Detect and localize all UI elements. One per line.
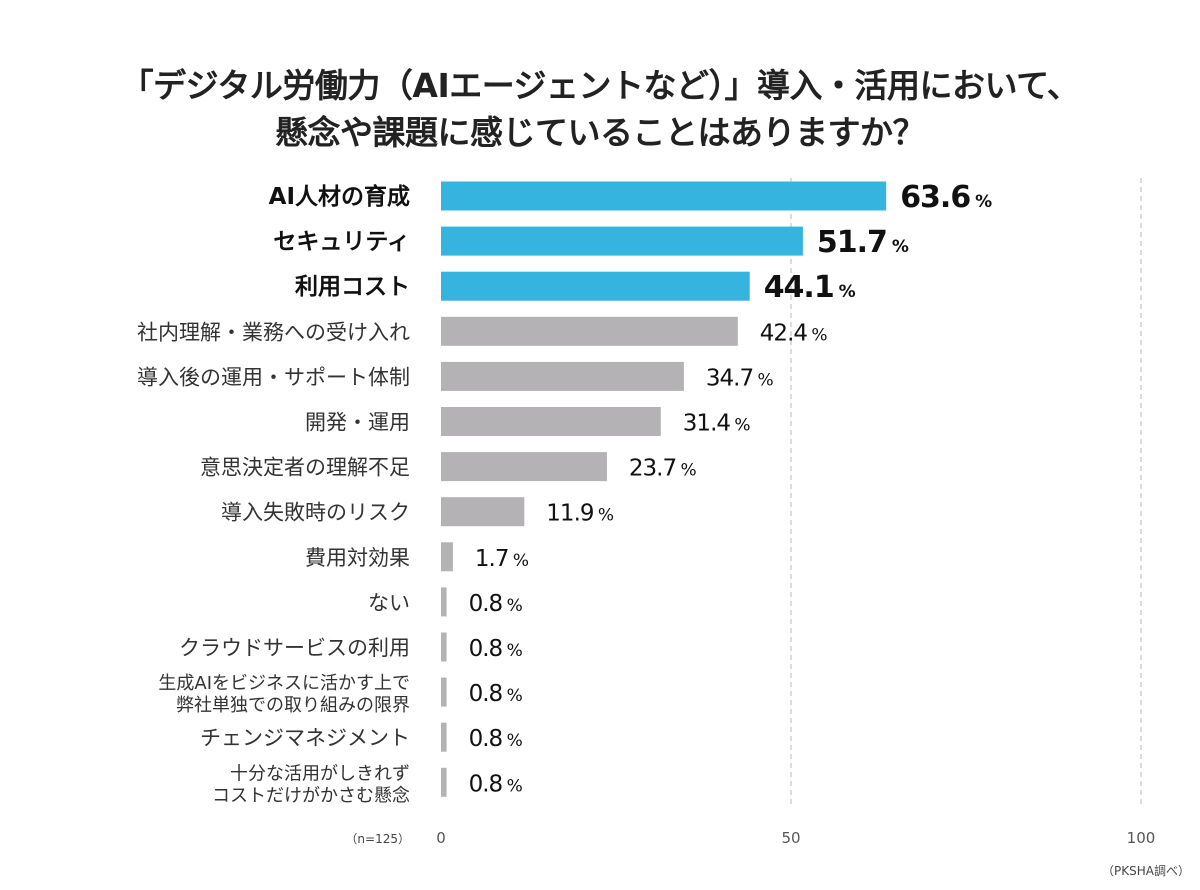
bar-3 (441, 316, 738, 346)
sample-size-note: （n=125） (345, 832, 410, 846)
value-unit: % (834, 282, 856, 302)
bar-12 (441, 722, 447, 752)
value-unit: % (970, 192, 992, 212)
value-number: 0.8 (469, 681, 503, 707)
category-label: 意思決定者の理解不足 (200, 456, 410, 480)
value-label: 11.9 % (546, 501, 614, 527)
category-label: クラウドサービスの利用 (179, 636, 410, 660)
chart-title: 「デジタル労働力（AIエージェントなど）」導入・活用において、 懸念や課題に感じ… (0, 62, 1200, 156)
value-label: 31.4 % (683, 411, 751, 437)
value-number: 44.1 (764, 270, 834, 305)
value-label: 0.8 % (469, 591, 523, 617)
value-label: 0.8 % (469, 681, 523, 707)
category-label: 弊社単独での取り組みの限界 (176, 695, 410, 716)
value-number: 51.7 (817, 225, 887, 260)
bar-7 (441, 497, 525, 527)
value-unit: % (594, 506, 614, 526)
value-number: 0.8 (469, 726, 503, 752)
value-label: 42.4 % (760, 320, 828, 346)
value-label: 1.7 % (475, 546, 529, 572)
x-tick-label: 100 (1127, 829, 1156, 847)
value-label: 51.7 % (817, 225, 909, 260)
value-label: 44.1 % (764, 270, 856, 305)
category-label: ない (368, 591, 410, 615)
source-note: （PKSHA調べ） (1102, 864, 1190, 878)
category-label: 社内理解・業務への受け入れ (137, 320, 410, 344)
value-number: 63.6 (900, 180, 970, 215)
bar-8 (441, 542, 453, 572)
bar-11 (441, 677, 447, 707)
x-tick-label: 0 (436, 829, 446, 847)
x-tick-label: 50 (781, 829, 800, 847)
value-unit: % (502, 776, 522, 796)
value-unit: % (753, 370, 773, 390)
title-line-1: 「デジタル労働力（AIエージェントなど）」導入・活用において、 (120, 66, 1080, 105)
category-label: 導入失敗時のリスク (221, 501, 410, 525)
bar-4 (441, 361, 684, 391)
category-label: セキュリティ (273, 229, 410, 255)
bar-2 (441, 271, 750, 301)
category-label: 生成AIをビジネスに活かす上で (158, 673, 410, 694)
category-label: 開発・運用 (305, 411, 410, 435)
value-number: 11.9 (546, 501, 594, 527)
value-label: 0.8 % (469, 636, 523, 662)
value-unit: % (502, 731, 522, 751)
value-number: 1.7 (475, 546, 509, 572)
value-unit: % (502, 641, 522, 661)
value-label: 63.6 % (900, 180, 992, 215)
value-unit: % (676, 461, 696, 481)
category-label: 利用コスト (295, 274, 410, 300)
value-unit: % (730, 416, 750, 436)
category-label: チェンジマネジメント (200, 726, 410, 750)
value-unit: % (508, 551, 528, 571)
title-line-2: 懸念や課題に感じていることはありますか？ (275, 113, 926, 152)
value-unit: % (502, 686, 522, 706)
value-label: 23.7 % (629, 456, 697, 482)
bar-0 (441, 181, 887, 211)
bar-5 (441, 407, 661, 436)
category-label: コストだけがかさむ懸念 (212, 784, 410, 806)
category-label: 導入後の運用・サポート体制 (137, 365, 410, 389)
bar-1 (441, 226, 803, 256)
bar-13 (441, 767, 447, 797)
value-number: 42.4 (760, 320, 808, 346)
bar-6 (441, 452, 607, 482)
value-label: 0.8 % (469, 726, 523, 752)
category-label: AI人材の育成 (269, 183, 410, 210)
value-unit: % (502, 596, 522, 616)
value-unit: % (887, 237, 909, 257)
category-label: 十分な活用がしきれず (230, 763, 410, 784)
value-label: 0.8 % (469, 771, 523, 797)
value-number: 23.7 (629, 456, 676, 482)
bar-10 (441, 632, 447, 662)
category-label: 費用対効果 (305, 546, 410, 570)
bar-9 (441, 587, 447, 617)
value-number: 0.8 (469, 591, 503, 617)
value-number: 0.8 (469, 771, 503, 797)
value-unit: % (807, 325, 827, 345)
value-label: 34.7 % (706, 365, 774, 391)
value-number: 34.7 (706, 365, 753, 391)
value-number: 31.4 (683, 411, 731, 437)
value-number: 0.8 (469, 636, 503, 662)
